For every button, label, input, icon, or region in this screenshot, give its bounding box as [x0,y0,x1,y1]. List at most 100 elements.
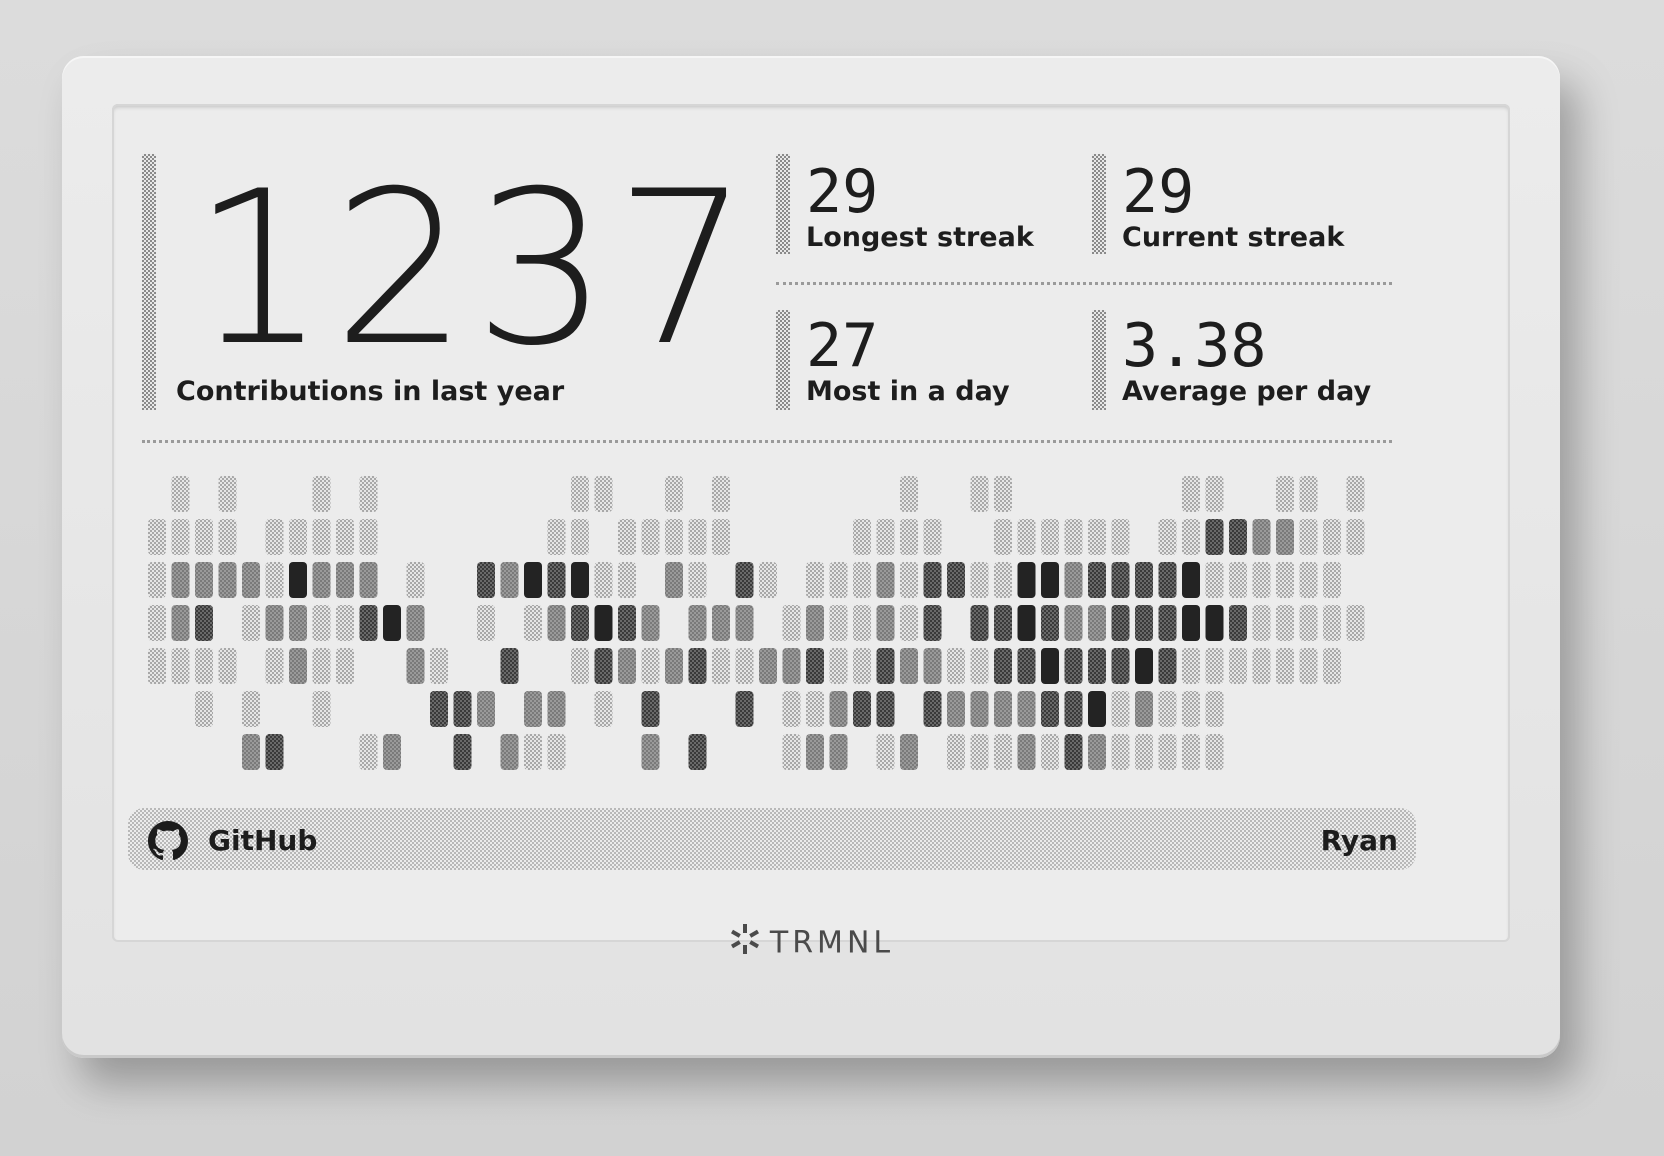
most-in-day-label: Most in a day [806,376,1010,407]
heatmap-cell [336,648,354,684]
heatmap-cell [312,562,331,598]
heatmap-cell [336,562,354,598]
heatmap-cell [829,734,848,770]
heatmap-cell [994,648,1012,684]
heatmap-cell [1017,691,1036,727]
stats-divider [776,282,1392,285]
trmnl-device: 1237 Contributions in last year 29 Longe… [62,56,1560,1058]
heatmap-cell [265,734,284,770]
heatmap-cell [1041,691,1059,727]
heatmap-cell [500,648,519,684]
heatmap-cell [171,605,190,641]
heatmap-cell [1017,734,1036,770]
heatmap-cell [923,648,942,684]
heatmap-cell [1017,605,1036,641]
heatmap-cell [289,648,307,684]
heatmap-cell [735,605,754,641]
heatmap-cell [1135,562,1153,598]
heatmap-cell [242,691,260,727]
heatmap-cell [1346,476,1365,512]
heatmap-cell [782,605,801,641]
heatmap-cell [665,648,683,684]
heatmap-cell [994,519,1012,555]
heatmap-cell [312,605,331,641]
heatmap-cell [876,691,895,727]
heatmap-cell [171,519,190,555]
heatmap-cell [641,605,660,641]
heatmap-cell [594,605,613,641]
heatmap-cell [1041,562,1059,598]
heatmap-cell [1041,734,1059,770]
heatmap-cell [547,605,566,641]
heatmap-cell [853,605,871,641]
contributions-label: Contributions in last year [176,376,565,407]
heatmap-cell [265,519,284,555]
heatmap-cell [1276,476,1294,512]
heatmap-cell [195,605,213,641]
heatmap-cell [829,562,848,598]
heatmap-cell [994,691,1012,727]
heatmap-cell [242,734,260,770]
heatmap-cell [1017,648,1036,684]
heatmap-cell [571,476,589,512]
heatmap-cell [1135,734,1153,770]
contributions-total: 1237 [192,145,756,392]
heatmap-cell [1252,605,1271,641]
heatmap-cell [406,605,425,641]
heatmap-cell [171,562,190,598]
heatmap-cell [1064,691,1083,727]
average-per-day-label: Average per day [1122,376,1372,407]
heatmap-cell [665,476,683,512]
heatmap-cell [1252,519,1271,555]
heatmap-cell [1111,691,1130,727]
heatmap-cell [1205,605,1224,641]
heatmap-cell [1182,562,1200,598]
heatmap-cell [547,562,566,598]
heatmap-cell [430,691,448,727]
heatmap-cell [641,734,660,770]
heatmap-cell [1064,562,1083,598]
heatmap-cell [148,648,166,684]
heatmap-cell [735,562,754,598]
heatmap-cell [594,691,613,727]
heatmap-cell [1205,691,1224,727]
heatmap-cell [1017,562,1036,598]
heatmap-cell [500,562,519,598]
heatmap-cell [265,605,284,641]
heatmap-cell [853,562,871,598]
heatmap-cell [430,648,448,684]
heatmap-cell [1346,519,1365,555]
heatmap-cell [688,562,707,598]
heatmap-cell [1111,648,1130,684]
footer-bar: GitHub Ryan [128,808,1416,870]
trmnl-logo-icon [728,922,762,964]
heatmap-cell [1088,562,1106,598]
heatmap-cell [1088,734,1106,770]
heatmap-cell [900,648,918,684]
heatmap-cell [688,519,707,555]
heatmap-cell [1229,605,1247,641]
heatmap-cell [1229,648,1247,684]
heatmap-cell [735,648,754,684]
contribution-heatmap [148,476,1365,770]
heatmap-cell [994,562,1012,598]
heatmap-cell [806,605,824,641]
heatmap-cell [759,648,777,684]
heatmap-cell [806,734,824,770]
heatmap-cell [923,562,942,598]
heatmap-cell [524,605,542,641]
heatmap-cell [242,605,260,641]
heatmap-cell [218,476,237,512]
heatmap-cell [312,519,331,555]
heatmap-cell [900,605,918,641]
heatmap-cell [547,691,566,727]
heatmap-cell [876,519,895,555]
hero-accent-bar [142,154,156,410]
heatmap-cell [1323,519,1341,555]
heatmap-cell [1323,648,1341,684]
heatmap-cell [853,519,871,555]
heatmap-cell [618,519,636,555]
heatmap-cell [641,691,660,727]
heatmap-cell [594,562,613,598]
stat-accent-bar-4 [1092,310,1106,410]
